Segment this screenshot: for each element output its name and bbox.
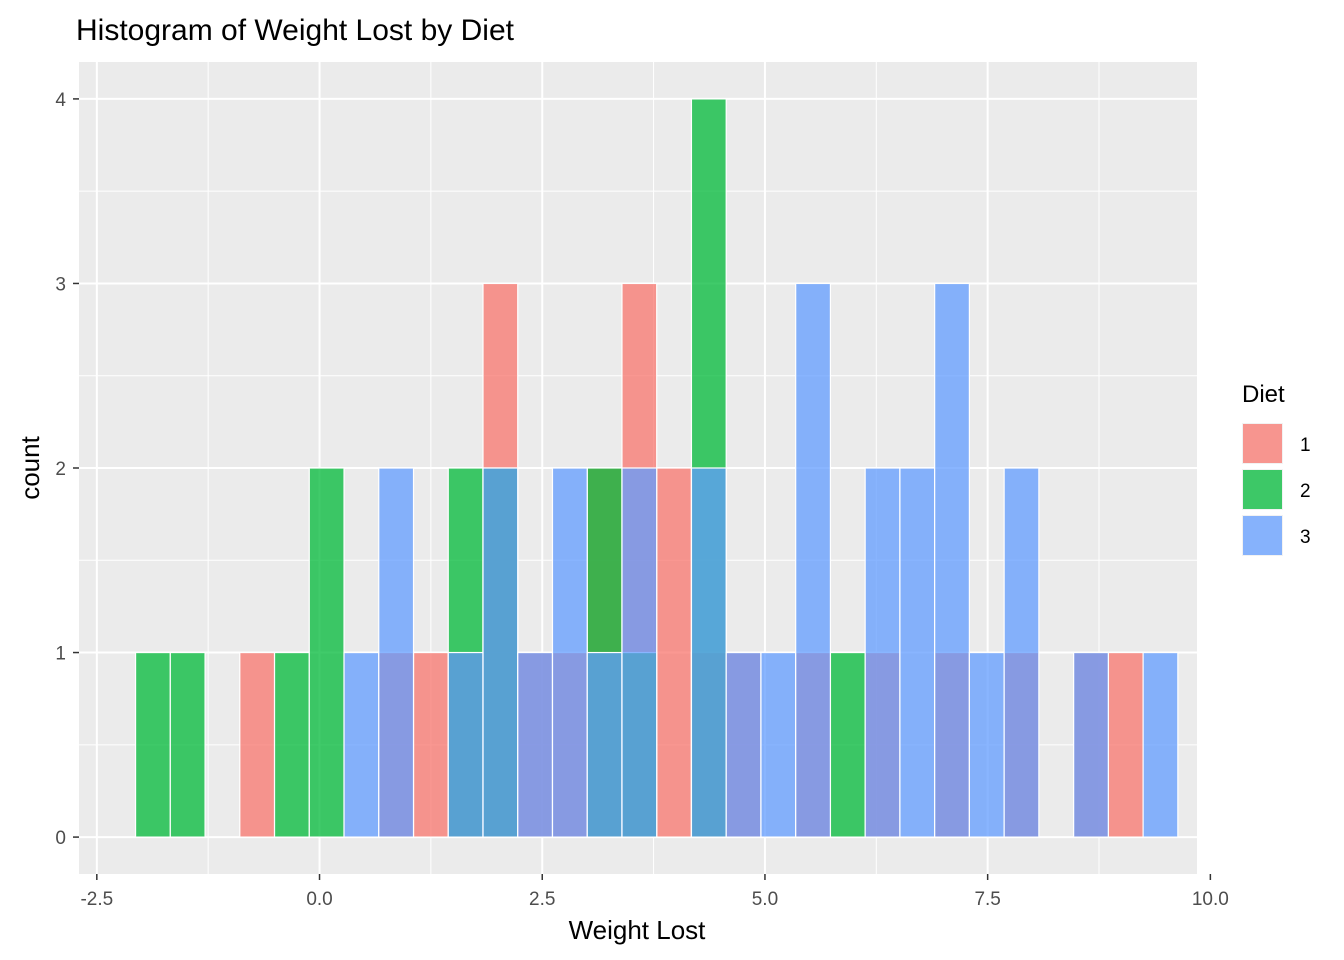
y-axis-title: count	[15, 435, 45, 499]
bar-diet-2	[273, 651, 310, 838]
x-tick-label: 2.5	[529, 889, 555, 910]
x-tick-label: -2.5	[80, 889, 113, 910]
bar-diet-3	[725, 651, 762, 838]
bar-diet-3	[621, 467, 658, 838]
bar-diet-1	[239, 651, 276, 838]
bar-diet-3	[482, 467, 519, 838]
x-tick-label: 7.5	[974, 889, 1000, 910]
chart-title: Histogram of Weight Lost by Diet	[76, 14, 515, 47]
y-tick-label: 0	[55, 828, 66, 849]
bar-diet-3	[551, 467, 588, 838]
bar-diet-3	[760, 651, 797, 838]
y-tick-label: 3	[55, 274, 66, 295]
x-tick-label: 0.0	[306, 889, 332, 910]
legend-label-diet-1: 1	[1300, 435, 1311, 456]
legend: Diet 1 2 3	[1242, 381, 1311, 556]
x-tick-label: 5.0	[752, 889, 778, 910]
legend-key-diet-2	[1243, 470, 1282, 509]
bar-diet-2	[134, 651, 171, 838]
bar-diet-3	[1142, 651, 1179, 838]
bar-diet-3	[378, 467, 415, 838]
bar-diet-3	[795, 282, 832, 838]
bar-diet-1	[412, 651, 449, 838]
y-tick-label: 2	[55, 459, 66, 480]
bar-diet-3	[517, 651, 554, 838]
legend-key-diet-1	[1243, 424, 1282, 463]
bar-diet-2	[829, 651, 866, 838]
bar-diet-2	[308, 467, 345, 838]
bar-diet-3	[447, 651, 484, 838]
bar-diet-3	[690, 467, 727, 838]
bar-diet-3	[343, 651, 380, 838]
bar-diet-3	[899, 467, 936, 838]
bar-diet-1	[656, 467, 693, 838]
bar-diet-1	[1107, 651, 1144, 838]
bar-diet-2	[169, 651, 206, 838]
y-axis: 0 1 2 3 4	[55, 90, 79, 849]
bar-diet-3	[1073, 651, 1109, 838]
bar-diet-3	[864, 467, 901, 838]
x-tick-label: 10.0	[1192, 889, 1229, 910]
bar-diet-3	[586, 651, 623, 838]
bar-diet-3	[934, 282, 970, 838]
y-tick-label: 4	[55, 90, 66, 111]
legend-label-diet-2: 2	[1300, 481, 1311, 502]
x-axis-title: Weight Lost	[569, 915, 707, 945]
histogram-bars	[134, 98, 1179, 838]
bar-diet-3	[1003, 467, 1040, 838]
bar-diet-3	[968, 651, 1005, 838]
legend-key-diet-3	[1243, 516, 1282, 555]
legend-title: Diet	[1242, 381, 1285, 408]
legend-label-diet-3: 3	[1300, 527, 1311, 548]
x-axis: -2.5 0.0 2.5 5.0 7.5 10.0	[80, 874, 1229, 910]
y-tick-label: 1	[55, 644, 66, 665]
